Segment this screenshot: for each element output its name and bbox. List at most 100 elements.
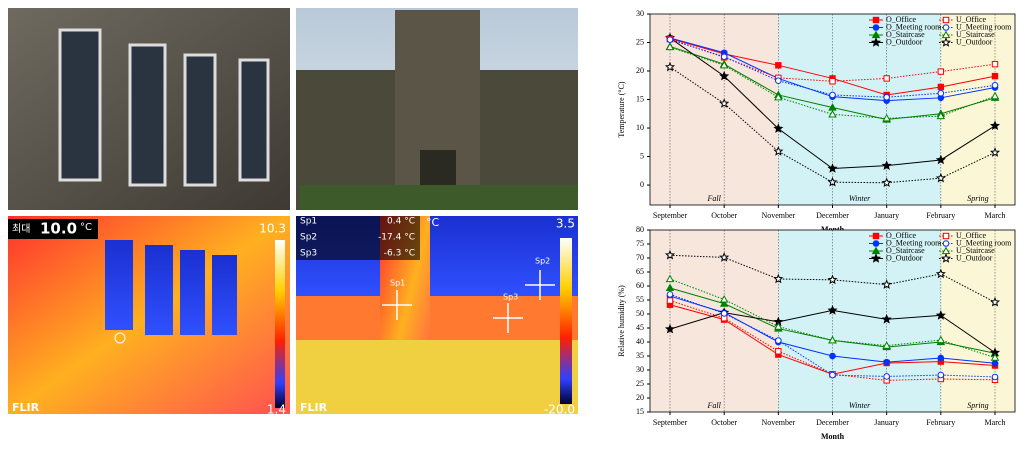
marker	[720, 53, 728, 61]
marker	[773, 273, 784, 284]
x-tick-label: January	[874, 418, 899, 427]
marker	[935, 310, 946, 320]
x-tick-label: December	[816, 418, 849, 427]
line-chart: Fall Winter Spring September October November…	[617, 9, 1016, 234]
brand: FLIR	[300, 401, 328, 414]
x-tick-label: September	[653, 211, 688, 220]
season-band	[778, 14, 941, 205]
y-tick-label: 65	[636, 267, 644, 276]
season-band	[650, 230, 779, 412]
max-label: 최대	[12, 223, 30, 235]
spot-marker: Sp2	[535, 257, 550, 266]
scale-bottom: 1.4	[267, 403, 286, 417]
marker	[828, 109, 837, 118]
season-label: Fall	[706, 194, 721, 203]
x-tick-label: January	[874, 211, 899, 220]
marker	[990, 353, 1000, 361]
legend-label: O_Outdoor	[886, 253, 923, 262]
y-tick-label: 35	[636, 351, 644, 360]
marker	[991, 72, 999, 80]
season-label: Winter	[849, 194, 871, 203]
unit: °C	[80, 222, 92, 233]
spot-reading: -6.3 °C	[384, 249, 415, 259]
y-tick-label: 70	[636, 253, 644, 262]
marker	[773, 123, 784, 133]
y-tick-label: 30	[636, 365, 644, 374]
spot-marker: Sp1	[390, 279, 405, 288]
marker	[881, 177, 892, 188]
legend-marker	[942, 24, 950, 31]
marker	[937, 68, 945, 75]
marker	[881, 279, 892, 289]
marker	[937, 354, 945, 362]
max-value: 10.0	[40, 220, 77, 238]
marker	[827, 163, 838, 173]
season-label: Spring	[967, 401, 988, 410]
marker	[774, 92, 783, 101]
y-tick-label: 5	[640, 151, 644, 160]
legend-marker	[872, 232, 880, 240]
legend-marker	[872, 16, 880, 24]
x-tick-label: December	[816, 211, 849, 220]
marker	[827, 305, 838, 315]
marker	[719, 299, 729, 307]
legend-label: O_Staircase	[886, 246, 925, 255]
legend-label: U_Staircase	[956, 246, 995, 255]
spot-marker: Sp3	[503, 293, 518, 302]
marker	[937, 83, 945, 91]
marker	[883, 358, 890, 366]
line-chart: Fall Winter Spring September October November…	[617, 225, 1016, 441]
marker	[935, 154, 946, 165]
scale-bottom: -20.0	[544, 403, 575, 417]
marker	[775, 348, 782, 355]
marker	[666, 291, 674, 298]
marker	[936, 111, 946, 120]
y-tick-label: 40	[636, 337, 644, 346]
x-tick-label: November	[761, 211, 795, 220]
marker	[829, 91, 836, 99]
marker	[719, 252, 730, 262]
x-tick-label: October	[711, 418, 737, 427]
x-tick-label: February	[926, 211, 955, 220]
marker	[775, 62, 782, 69]
legend-marker	[870, 37, 882, 47]
scale-top: 3.5	[556, 217, 575, 231]
thermal-left: 최대 10.0 °C 10.3 1.4 FLIR	[8, 216, 290, 417]
marker	[881, 160, 892, 170]
marker	[666, 36, 674, 43]
marker	[881, 314, 892, 324]
marker	[990, 91, 1000, 100]
legend-label: U_Staircase	[956, 30, 995, 39]
legend-marker	[872, 240, 880, 247]
marker	[883, 75, 890, 82]
plot-frame	[649, 229, 1016, 413]
marker	[883, 373, 890, 380]
marker	[991, 373, 999, 381]
legend-label: U_Office	[956, 231, 987, 240]
y-tick-label: 30	[636, 9, 644, 18]
marker	[775, 77, 782, 85]
y-tick-label: 45	[636, 323, 644, 332]
y-tick-label: 0	[640, 180, 644, 189]
marker	[665, 42, 675, 51]
spot-name: Sp2	[300, 233, 317, 243]
legend-label: O_Office	[886, 231, 917, 240]
y-tick-label: 25	[636, 37, 644, 46]
y-tick-label: 75	[636, 239, 644, 248]
legend-label: O_Outdoor	[886, 37, 923, 46]
legend-marker	[870, 253, 882, 263]
marker	[827, 176, 838, 187]
spot-reading: 0.4 °C	[387, 217, 415, 227]
marker	[829, 371, 836, 379]
season-band	[940, 14, 1015, 205]
y-axis-title: Relative humidity (%)	[617, 285, 626, 357]
y-tick-label: 80	[636, 225, 644, 234]
marker	[989, 120, 1001, 131]
y-axis-title: Temperature (°C)	[617, 81, 626, 138]
marker	[665, 274, 675, 283]
legend-marker	[940, 253, 952, 263]
marker	[720, 310, 728, 317]
x-tick-label: March	[985, 418, 1006, 427]
legend-marker	[942, 16, 950, 24]
